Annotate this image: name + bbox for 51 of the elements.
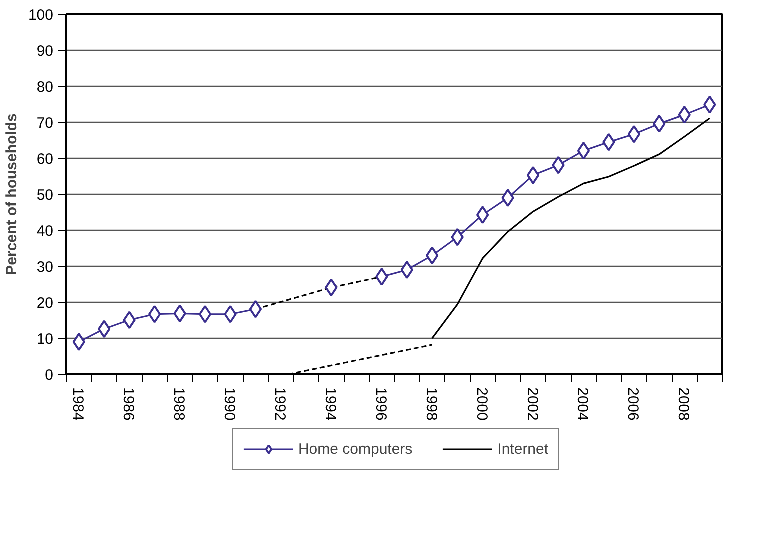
x-tick-label: 1992	[271, 388, 288, 421]
x-tick-label: 1990	[221, 388, 238, 421]
point	[376, 268, 388, 286]
point	[148, 305, 162, 324]
x-tick-label: 2000	[473, 388, 490, 421]
y-tick-label: 70	[36, 115, 54, 132]
x-tick-label: 2008	[675, 388, 692, 421]
y-tick-label: 40	[36, 223, 54, 240]
y-tick-label: 50	[36, 187, 54, 204]
y-tick-label: 80	[36, 79, 54, 96]
y-tick-label: 90	[36, 43, 54, 60]
point	[325, 278, 338, 297]
point	[502, 189, 514, 208]
x-tick-label: 1984	[70, 388, 87, 421]
point	[526, 166, 540, 184]
point	[476, 206, 490, 224]
point	[224, 305, 237, 324]
line-series	[432, 118, 711, 340]
point	[123, 311, 136, 330]
x-tick-label: 1988	[170, 388, 188, 421]
y-axis-title: Percent of households	[3, 114, 20, 276]
point	[249, 300, 262, 318]
point	[678, 106, 691, 124]
point	[552, 156, 565, 174]
y-tick-label: 30	[36, 259, 54, 276]
y-tick-label: 60	[36, 151, 54, 168]
x-tick-label: 2004	[574, 388, 592, 421]
x-tick-label: 1998	[422, 388, 440, 421]
x-tick-label: 1996	[372, 388, 390, 421]
point	[653, 114, 666, 133]
point	[602, 133, 616, 152]
point	[400, 261, 414, 280]
point	[628, 125, 641, 144]
y-tick-label: 100	[28, 7, 54, 24]
y-tick-label: 10	[36, 331, 54, 348]
x-tick-label: 2006	[624, 388, 642, 421]
point	[198, 305, 212, 324]
point	[704, 96, 716, 114]
x-tick-label: 2002	[524, 388, 541, 421]
point	[72, 333, 86, 352]
point	[426, 246, 439, 265]
x-tick-label: 1994	[322, 388, 339, 421]
point	[577, 142, 590, 160]
legend-label: Home computers	[298, 440, 413, 458]
legend-label: Internet	[498, 440, 549, 458]
point	[451, 228, 464, 246]
y-tick-label: 0	[45, 367, 54, 384]
point	[98, 320, 111, 338]
point	[174, 304, 186, 323]
y-tick-label: 20	[36, 295, 54, 312]
x-tick-label: 1986	[120, 388, 138, 421]
